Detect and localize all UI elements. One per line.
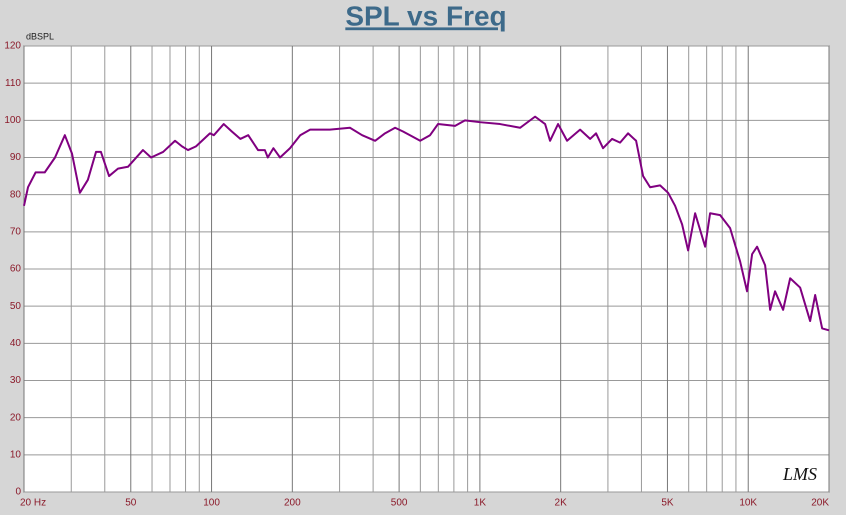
x-tick-label: 500 (391, 498, 408, 509)
x-tick-label: 50 (125, 498, 137, 509)
y-tick-label: 10 (10, 449, 22, 460)
y-tick-label: 30 (10, 375, 22, 386)
x-tick-label: 10K (739, 498, 757, 509)
y-tick-label: 20 (10, 412, 22, 423)
x-tick-label: 200 (284, 498, 301, 509)
y-tick-label: 120 (4, 41, 21, 52)
x-tick-label: 1K (474, 498, 487, 509)
y-tick-label: 70 (10, 226, 22, 237)
y-axis-label: dBSPL (26, 31, 54, 41)
y-tick-label: 40 (10, 338, 22, 349)
chart-title: SPL vs Freq (345, 0, 506, 31)
y-tick-label: 50 (10, 301, 22, 312)
x-tick-label: 20K (811, 498, 829, 509)
x-tick-label: 2K (555, 498, 568, 509)
watermark: LMS (782, 464, 817, 484)
y-tick-label: 0 (15, 487, 21, 498)
x-tick-label: 100 (203, 498, 220, 509)
x-tick-label: 5K (661, 498, 674, 509)
y-tick-label: 80 (10, 189, 22, 200)
y-tick-label: 90 (10, 152, 22, 163)
data-line (23, 115, 830, 332)
y-tick-label: 60 (10, 264, 22, 275)
x-tick-label: 20 Hz (20, 498, 46, 509)
y-tick-label: 110 (5, 78, 21, 89)
y-tick-label: 100 (4, 115, 21, 126)
